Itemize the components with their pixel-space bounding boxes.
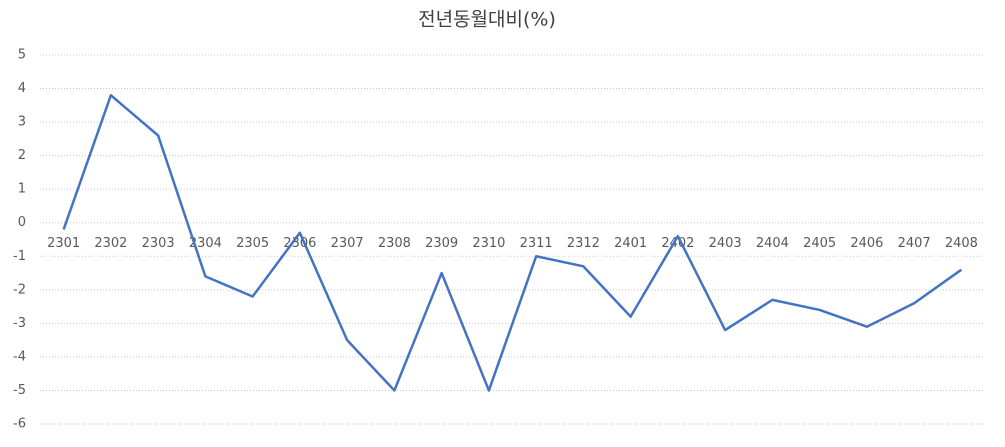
x-tick-label: 2302 <box>94 236 127 251</box>
x-tick-label: 2306 <box>283 236 316 251</box>
x-tick-label: 2405 <box>803 236 836 251</box>
y-tick-label: 0 <box>18 215 26 230</box>
y-tick-label: 2 <box>18 148 26 163</box>
x-tick-label: 2301 <box>47 236 80 251</box>
y-tick-label: 5 <box>18 48 26 63</box>
x-tick-label: 2308 <box>378 236 411 251</box>
x-tick-label: 2310 <box>472 236 505 251</box>
x-tick-label: 2305 <box>236 236 269 251</box>
x-tick-label: 2311 <box>520 236 553 251</box>
x-tick-label: 2304 <box>189 236 222 251</box>
x-tick-label: 2408 <box>945 236 978 251</box>
y-tick-label: -2 <box>13 282 26 297</box>
x-tick-label: 2404 <box>756 236 789 251</box>
y-tick-label: -5 <box>13 383 26 398</box>
x-tick-label: 2401 <box>614 236 647 251</box>
x-tick-label: 2403 <box>709 236 742 251</box>
x-tick-label: 2303 <box>142 236 175 251</box>
y-tick-label: -4 <box>13 349 26 364</box>
x-tick-label: 2312 <box>567 236 600 251</box>
y-tick-label: -1 <box>13 249 26 264</box>
chart-title: 전년동월대비(%) <box>418 9 556 31</box>
x-tick-label: 2407 <box>898 236 931 251</box>
y-tick-label: 3 <box>18 115 26 130</box>
x-tick-label: 2309 <box>425 236 458 251</box>
x-tick-label: 2402 <box>661 236 694 251</box>
x-tick-label: 2406 <box>850 236 883 251</box>
y-tick-label: 4 <box>18 81 26 96</box>
data-line <box>62 94 963 392</box>
x-tick-label: 2307 <box>331 236 364 251</box>
y-tick-label: -3 <box>13 316 26 331</box>
y-tick-label: 1 <box>18 182 26 197</box>
y-tick-label: -6 <box>13 417 26 432</box>
